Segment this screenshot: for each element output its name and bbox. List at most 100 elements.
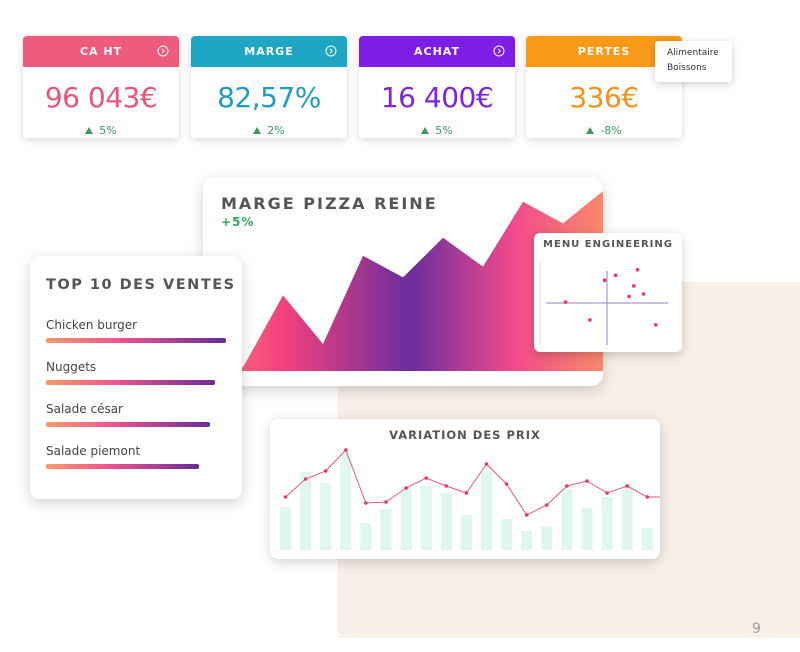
kpi-header: CA HT [23,36,179,67]
prix-bar [621,482,633,550]
menu-engineering-card: MENU ENGINEERING [534,233,682,352]
menu-scatter-point [641,292,646,296]
top10-item-label: Salade césar [46,402,123,416]
chevron-circle-icon[interactable] [157,45,169,57]
kpi-header: ACHAT [359,36,515,67]
dropdown-option-alimentaire[interactable]: Alimentaire [667,48,719,58]
kpi-trend: 5% [23,124,179,137]
prix-bar [320,483,332,550]
prix-bar [360,523,372,550]
kpi-value: 82,57% [217,81,321,114]
kpi-card-ca-ht[interactable]: CA HT 96 043€ 5% [23,36,179,138]
kpi-label: PERTES [577,45,631,58]
prix-line-point [464,491,469,495]
top10-title: TOP 10 DES VENTES [46,277,236,293]
menu-scatter-point [588,318,592,322]
prix-line [285,449,660,516]
menu-scatter-point [654,323,658,327]
page-number: 9 [752,621,761,637]
prix-bar [420,486,432,550]
chevron-circle-icon[interactable] [325,45,337,57]
kpi-trend: 2% [191,124,347,137]
prix-line-point [303,477,308,481]
kpi-trend-value: 5% [435,124,453,137]
prix-line-point [384,500,388,504]
prix-line-point [565,484,569,488]
kpi-card-marge[interactable]: MARGE 82,57% 2% [191,36,347,138]
marge-area-chart [203,191,603,371]
prix-bar [601,497,613,550]
top10-item-label: Nuggets [46,360,97,374]
prix-bar [380,509,392,550]
top-10-ventes-card: TOP 10 DES VENTES Chicken burger Nuggets S… [30,256,242,499]
prix-line-point [484,462,489,466]
menu-scatter-point [627,294,631,299]
prix-line-point [404,486,408,490]
variation-prix-title: VARIATION DES PRIX [389,428,541,442]
kpi-trend: -8% [526,124,682,137]
prix-line-point [645,495,650,499]
prix-line-point [545,503,549,507]
kpi-label: MARGE [244,45,294,58]
top10-item-label: Salade piemont [46,444,141,458]
prix-bar [460,515,472,550]
kpi-value: 16 400€ [380,81,494,114]
prix-bar [561,489,573,550]
menu-scatter-point [563,300,568,304]
top10-list-item[interactable]: Chicken burger [46,318,226,343]
kpi-value: 96 043€ [44,81,158,114]
kpi-label: CA HT [79,45,123,58]
prix-bar [581,508,593,550]
prix-bar [521,531,533,550]
top10-list-item[interactable]: Salade piemont [46,444,199,469]
menu-scatter-point [613,273,618,278]
variation-prix-chart [280,448,660,550]
prix-bar [280,507,291,550]
prix-line-point [344,448,348,452]
prix-line-point [625,484,629,488]
prix-line-point [283,495,288,499]
kpi-trend: 5% [359,124,515,137]
arrow-up-icon [421,127,430,134]
prix-bar [481,472,492,550]
prix-line-point [504,482,509,486]
prix-line-point [605,491,609,495]
menu-scatter-point [602,278,607,282]
prix-line-point [424,476,428,480]
top10-item-bar [46,422,210,427]
prix-bar [641,528,653,550]
prix-line-point [323,469,328,473]
kpi-value: 336€ [569,81,639,114]
kpi-trend-value: -8% [600,124,622,137]
prix-bar [400,487,412,550]
top10-item-bar [46,380,215,385]
kpi-card-achat[interactable]: ACHAT 16 400€ 5% [359,36,515,138]
kpi-trend-value: 5% [99,124,117,137]
arrow-up-icon [85,127,94,134]
prix-bar [541,526,553,550]
top10-list-item[interactable]: Nuggets [46,360,215,385]
prix-line-point [524,513,529,517]
top10-item-label: Chicken burger [46,318,138,332]
prix-bar [300,472,312,550]
marge-title: MARGE PIZZA REINE [221,194,438,213]
top10-item-bar [46,464,199,469]
menu-scatter-chart [539,262,668,345]
prix-bar [501,519,513,550]
prix-bar [340,451,352,550]
arrow-up-icon [253,127,262,134]
dropdown-option-boissons[interactable]: Boissons [667,63,707,73]
pertes-dropdown-menu: Alimentaire Boissons [655,41,732,82]
menu-scatter-point [635,267,640,272]
prix-bar [440,493,452,550]
kpi-label: ACHAT [414,45,460,58]
marge-area-path [203,191,603,371]
kpi-header: MARGE [191,36,347,67]
variation-prix-card: VARIATION DES PRIX [270,419,660,559]
top10-list-item[interactable]: Salade césar [46,402,210,427]
marge-delta: +5% [221,215,255,229]
prix-line-point [585,479,589,483]
arrow-up-icon [586,127,595,134]
menu-engineering-title: MENU ENGINEERING [543,239,673,250]
chevron-circle-icon[interactable] [493,45,505,57]
